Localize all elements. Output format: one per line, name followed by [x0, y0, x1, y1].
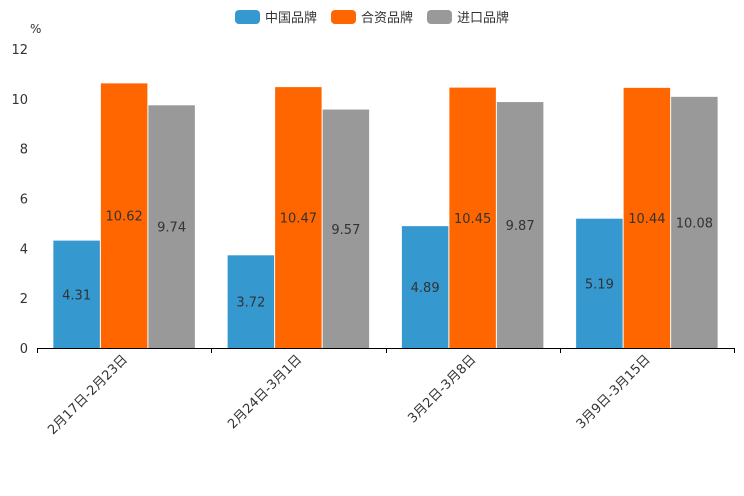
y-tick-label: 6 — [20, 193, 28, 208]
bar-3-3 — [496, 102, 544, 348]
y-tick-label: 10 — [11, 93, 28, 108]
bar-2-2 — [275, 87, 322, 348]
bar-3-1 — [148, 105, 195, 348]
legend-swatch-imported-brand — [427, 9, 452, 24]
bar-2-1 — [100, 83, 148, 348]
x-category-label: 3月9日-3月15日 — [574, 352, 654, 432]
legend-label-china-brand: 中国品牌 — [264, 11, 317, 26]
bar-value-label: 4.89 — [411, 281, 440, 296]
bar-2-4 — [623, 87, 671, 349]
y-tick-label: 0 — [20, 342, 28, 357]
bar-1-4 — [576, 218, 623, 348]
bar-value-label: 10.62 — [106, 210, 143, 225]
legend-swatch-joint-venture-brand — [330, 9, 356, 24]
legend-item-joint-venture-brand[interactable]: 合资品牌 — [330, 7, 413, 26]
legend-label-imported-brand: 进口品牌 — [457, 11, 510, 26]
bar-3-2 — [322, 109, 370, 348]
x-category-label: 2月24日-3月1日 — [225, 352, 305, 432]
bar-value-label: 5.19 — [585, 277, 614, 292]
y-tick-label: 2 — [20, 292, 28, 307]
y-tick-label: 8 — [20, 143, 28, 158]
bar-1-1 — [53, 240, 100, 348]
bar-value-label: 9.87 — [506, 219, 535, 234]
x-category-label: 3月2日-3月8日 — [405, 352, 479, 426]
bar-2-3 — [449, 87, 496, 348]
bar-value-label: 9.57 — [331, 223, 360, 238]
y-tick-label: 12 — [11, 43, 28, 58]
chart-legend: 中国品牌 合资品牌 进口品牌 — [0, 7, 744, 26]
bar-3-4 — [671, 96, 718, 348]
bar-1-2 — [227, 255, 275, 348]
legend-swatch-china-brand — [234, 9, 260, 24]
y-tick-label: 4 — [20, 242, 28, 257]
x-category-label: 2月17日-2月23日 — [45, 352, 131, 438]
legend-item-china-brand[interactable]: 中国品牌 — [234, 7, 317, 26]
legend-item-imported-brand[interactable]: 进口品牌 — [427, 7, 509, 26]
bar-value-label: 10.47 — [280, 212, 317, 227]
bar-value-label: 10.44 — [628, 212, 665, 227]
bar-1-3 — [401, 226, 449, 348]
bar-value-label: 4.31 — [62, 288, 91, 303]
legend-label-joint-venture-brand: 合资品牌 — [360, 11, 413, 26]
bar-value-label: 10.08 — [676, 216, 713, 231]
bar-value-label: 3.72 — [236, 296, 265, 311]
bar-value-label: 10.45 — [454, 212, 491, 227]
bar-value-label: 9.74 — [157, 221, 186, 236]
y-axis-unit: % — [30, 22, 42, 36]
